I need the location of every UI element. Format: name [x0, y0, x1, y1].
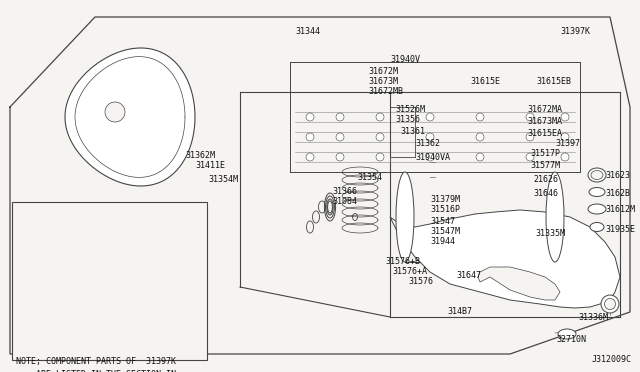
Ellipse shape — [396, 172, 414, 262]
Text: 31615EB: 31615EB — [536, 77, 571, 87]
Text: 31084: 31084 — [332, 198, 357, 206]
Text: 31672MB: 31672MB — [368, 87, 403, 96]
Text: 31576: 31576 — [408, 278, 433, 286]
Circle shape — [336, 153, 344, 161]
Text: 31397: 31397 — [555, 140, 580, 148]
Circle shape — [476, 133, 484, 141]
Ellipse shape — [558, 329, 576, 339]
Text: 31672MA: 31672MA — [527, 106, 562, 115]
Circle shape — [476, 153, 484, 161]
Circle shape — [426, 113, 434, 121]
Ellipse shape — [605, 298, 616, 310]
Circle shape — [336, 133, 344, 141]
Circle shape — [376, 153, 384, 161]
Text: 31944: 31944 — [430, 237, 455, 247]
Text: 21626: 21626 — [533, 176, 558, 185]
Text: 31576+A: 31576+A — [392, 267, 427, 276]
Circle shape — [476, 113, 484, 121]
Text: 31362: 31362 — [415, 140, 440, 148]
Text: 31940V: 31940V — [390, 55, 420, 64]
Text: 31673M: 31673M — [368, 77, 398, 87]
Circle shape — [306, 133, 314, 141]
Text: 31935E: 31935E — [605, 224, 635, 234]
Circle shape — [426, 133, 434, 141]
Text: 31379M: 31379M — [430, 195, 460, 203]
Text: 31672M: 31672M — [368, 67, 398, 77]
Text: 31516P: 31516P — [430, 205, 460, 215]
Text: 31547: 31547 — [430, 217, 455, 225]
Text: NOTE; COMPONENT PARTS OF  31397K
    ARE LISTED IN THE SECTION IN
    WHICH RESP: NOTE; COMPONENT PARTS OF 31397K ARE LIST… — [16, 357, 176, 372]
Ellipse shape — [601, 295, 619, 313]
Text: 31940VA: 31940VA — [415, 154, 450, 163]
Circle shape — [561, 113, 569, 121]
Text: J312009C: J312009C — [592, 355, 632, 364]
Text: 31356: 31356 — [395, 115, 420, 125]
Ellipse shape — [588, 204, 606, 214]
Circle shape — [336, 113, 344, 121]
Circle shape — [306, 153, 314, 161]
Circle shape — [561, 153, 569, 161]
Text: 31354: 31354 — [357, 173, 382, 182]
Text: 31335M: 31335M — [535, 230, 565, 238]
Text: 31547M: 31547M — [430, 227, 460, 235]
Text: 31362M: 31362M — [185, 151, 215, 160]
Text: 31411E: 31411E — [195, 160, 225, 170]
Text: 31397K: 31397K — [560, 28, 590, 36]
Text: 31623: 31623 — [605, 171, 630, 180]
Ellipse shape — [546, 172, 564, 262]
Text: 31361: 31361 — [400, 128, 425, 137]
Text: 31366: 31366 — [332, 187, 357, 196]
Text: 31517P: 31517P — [530, 150, 560, 158]
FancyBboxPatch shape — [12, 202, 207, 360]
Text: 31646: 31646 — [533, 189, 558, 199]
Ellipse shape — [589, 187, 605, 196]
Text: 31354M: 31354M — [208, 174, 238, 183]
Text: 31615EA: 31615EA — [527, 129, 562, 138]
Ellipse shape — [588, 168, 606, 182]
Circle shape — [306, 113, 314, 121]
Text: 314B7: 314B7 — [447, 308, 472, 317]
Circle shape — [561, 133, 569, 141]
Text: 31673MA: 31673MA — [527, 118, 562, 126]
Text: 31615E: 31615E — [470, 77, 500, 87]
Text: 31612M: 31612M — [605, 205, 635, 215]
Text: 31336M: 31336M — [578, 312, 608, 321]
Circle shape — [526, 113, 534, 121]
Text: 32710N: 32710N — [556, 334, 586, 343]
Circle shape — [376, 133, 384, 141]
Circle shape — [426, 153, 434, 161]
Circle shape — [526, 153, 534, 161]
Ellipse shape — [591, 170, 603, 180]
Text: 31577M: 31577M — [530, 160, 560, 170]
Text: 3162B: 3162B — [605, 189, 630, 198]
Text: 31344: 31344 — [295, 28, 320, 36]
Ellipse shape — [590, 222, 604, 231]
Text: 31526M: 31526M — [395, 105, 425, 113]
Circle shape — [105, 102, 125, 122]
Text: 31647: 31647 — [456, 270, 481, 279]
Circle shape — [376, 113, 384, 121]
Polygon shape — [65, 48, 195, 186]
Circle shape — [526, 133, 534, 141]
Text: 31576+B: 31576+B — [385, 257, 420, 266]
Polygon shape — [390, 210, 620, 308]
Polygon shape — [478, 267, 560, 300]
